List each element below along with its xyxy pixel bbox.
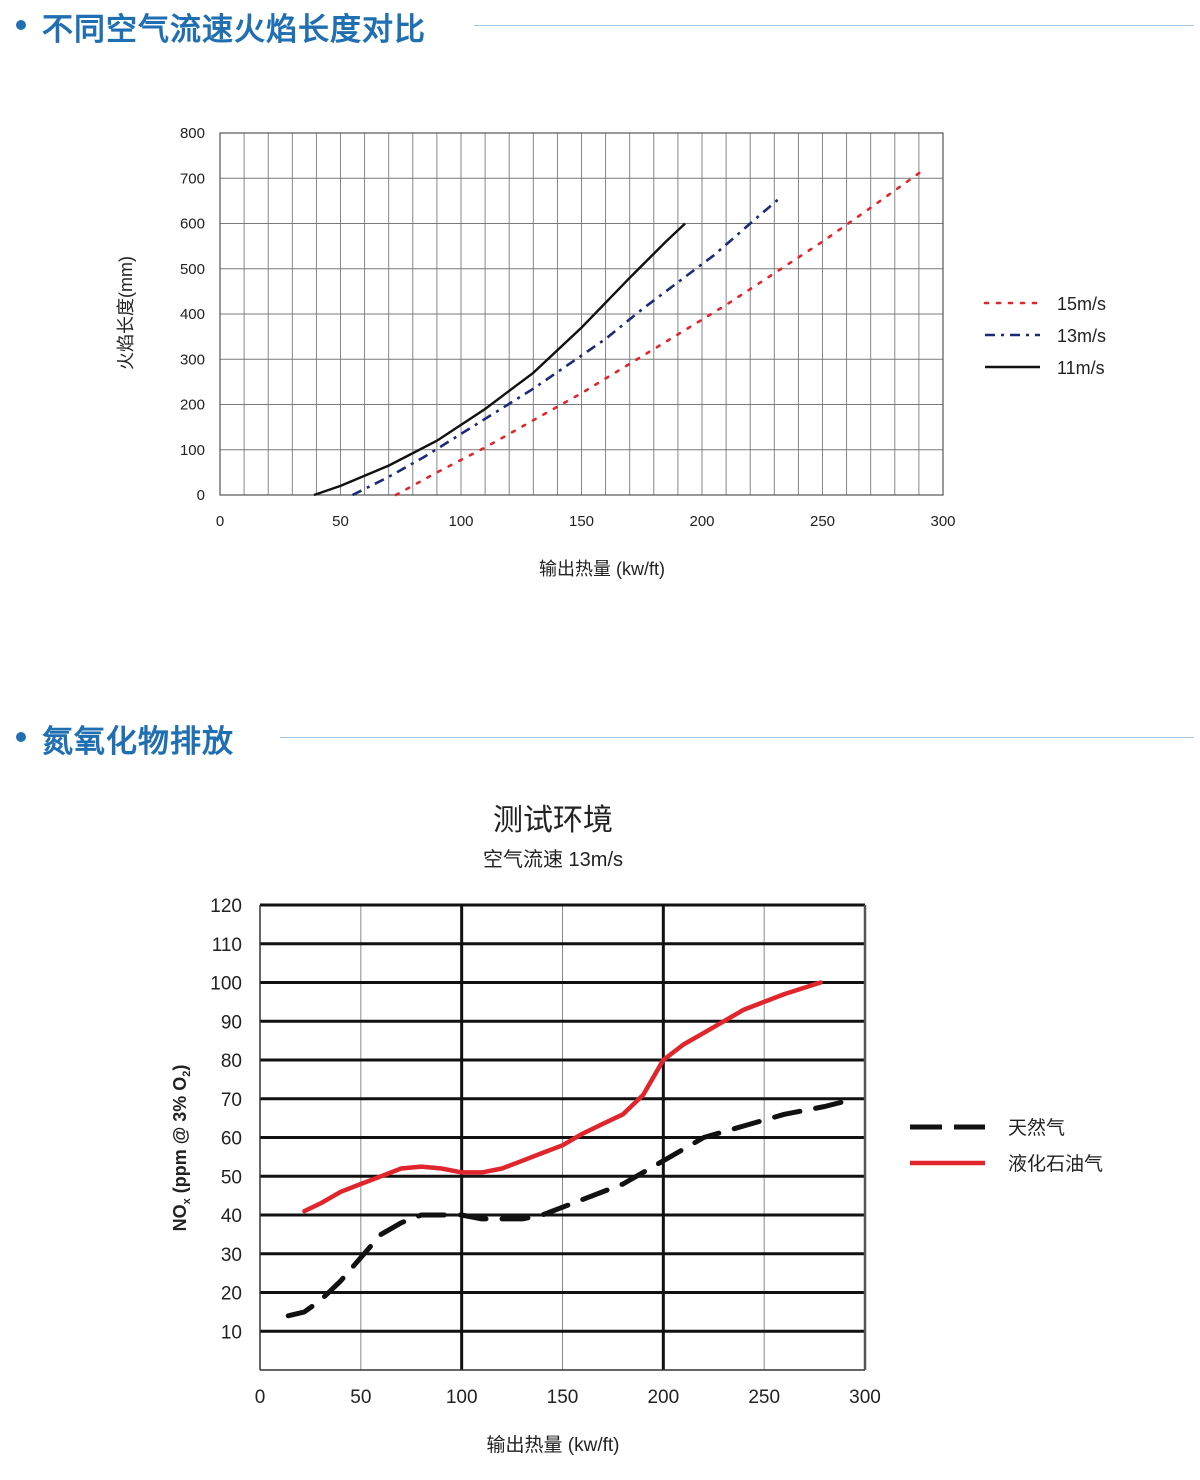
y-tick-label: 100 bbox=[210, 974, 242, 995]
x-tick-label: 100 bbox=[448, 513, 473, 530]
nox-emission-chart: 测试环境 空气流速 13m/s 10 20 30 40 50 60 70 80 90 100 110… bbox=[170, 804, 1103, 1456]
x-tick-label: 250 bbox=[810, 513, 835, 530]
y-tick-label: 110 bbox=[212, 935, 242, 956]
section-header-nox: 氮氧化物排放 bbox=[0, 712, 1200, 762]
y-tick-label: 700 bbox=[180, 170, 205, 187]
y-tick-label: 20 bbox=[221, 1284, 242, 1305]
series-line-天然气 bbox=[285, 1096, 858, 1319]
legend-label: 11m/s bbox=[1057, 358, 1105, 378]
series-line-15m/s bbox=[394, 170, 923, 497]
series-line-13m/s bbox=[351, 197, 780, 497]
x-axis-label: 输出热量 (kw/ft) bbox=[487, 1434, 620, 1456]
x-tick-label: 200 bbox=[689, 513, 714, 530]
y-tick-label: 120 bbox=[210, 896, 242, 917]
y-tick-label: 40 bbox=[221, 1206, 242, 1227]
x-tick-label: 50 bbox=[332, 513, 349, 530]
flame-length-chart: 0 100 200 300 400 500 600 700 800 0 50 100 150 200 250… bbox=[116, 125, 1106, 579]
y-tick-label: 500 bbox=[180, 261, 205, 278]
series-line-11m/s bbox=[313, 222, 686, 497]
section-divider bbox=[474, 25, 1194, 26]
x-tick-label: 150 bbox=[547, 1387, 579, 1408]
section-divider bbox=[280, 737, 1194, 738]
y-tick-label: 30 bbox=[221, 1245, 242, 1266]
y-tick-label: 90 bbox=[221, 1012, 242, 1033]
section-title: 不同空气流速火焰长度对比 bbox=[42, 12, 426, 48]
x-tick-label: 250 bbox=[748, 1387, 780, 1408]
x-tick-label: 0 bbox=[216, 513, 224, 530]
series-line-液化石油气 bbox=[302, 980, 823, 1214]
y-tick-label: 60 bbox=[221, 1129, 242, 1150]
y-tick-label: 300 bbox=[180, 351, 205, 368]
chart-title: 测试环境 bbox=[493, 804, 613, 837]
x-tick-label: 150 bbox=[569, 513, 594, 530]
bullet-icon bbox=[16, 20, 26, 30]
plot-frame bbox=[219, 132, 944, 496]
y-tick-label: 800 bbox=[180, 125, 205, 142]
section-header-flame-length: 不同空气流速火焰长度对比 bbox=[0, 0, 1200, 50]
x-tick-label: 50 bbox=[350, 1387, 371, 1408]
x-tick-label: 0 bbox=[255, 1387, 266, 1408]
bullet-icon bbox=[16, 732, 26, 742]
y-axis-label: NOx (ppm @ 3% O2) bbox=[170, 1065, 193, 1232]
y-axis-label: 火焰长度(mm) bbox=[116, 256, 136, 370]
legend-label: 液化石油气 bbox=[1008, 1153, 1103, 1175]
y-tick-label: 600 bbox=[180, 216, 205, 233]
legend-label: 天然气 bbox=[1008, 1117, 1065, 1139]
legend-label: 15m/s bbox=[1057, 294, 1106, 314]
y-tick-label: 50 bbox=[221, 1167, 242, 1188]
y-tick-label: 80 bbox=[221, 1051, 242, 1072]
y-tick-label: 400 bbox=[180, 306, 205, 323]
y-tick-label: 70 bbox=[221, 1090, 242, 1111]
y-tick-label: 200 bbox=[180, 397, 205, 414]
x-tick-label: 200 bbox=[647, 1387, 679, 1408]
x-tick-label: 300 bbox=[930, 513, 955, 530]
chart-subtitle: 空气流速 13m/s bbox=[483, 848, 623, 871]
legend: 15m/s 13m/s 11m/s bbox=[983, 294, 1106, 378]
x-tick-label: 300 bbox=[849, 1387, 881, 1408]
legend-label: 13m/s bbox=[1057, 326, 1106, 346]
section-title: 氮氧化物排放 bbox=[42, 724, 234, 760]
y-tick-label: 0 bbox=[197, 487, 205, 504]
y-tick-label: 10 bbox=[221, 1322, 242, 1343]
y-tick-label: 100 bbox=[180, 442, 205, 459]
x-axis-label: 输出热量 (kw/ft) bbox=[539, 559, 665, 579]
x-tick-label: 100 bbox=[446, 1387, 478, 1408]
